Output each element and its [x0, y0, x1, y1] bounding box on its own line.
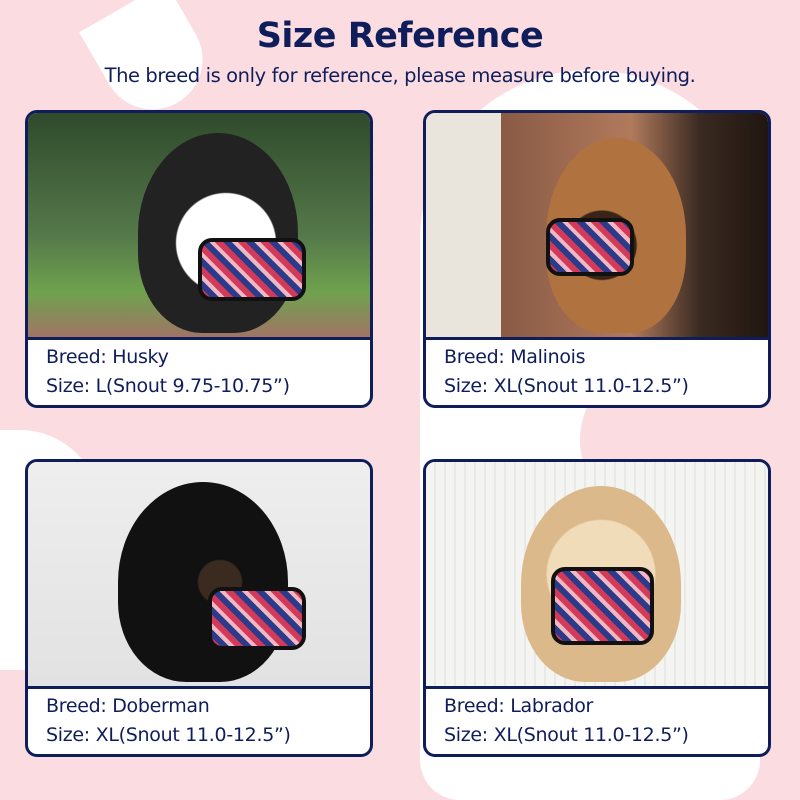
page-title: Size Reference: [256, 16, 544, 56]
card-husky: Breed: Husky Size: L(Snout 9.75-10.75”): [25, 110, 373, 408]
size-label: Size: L(Snout 9.75-10.75”): [46, 375, 290, 397]
card-doberman: Breed: Doberman Size: XL(Snout 11.0-12.5…: [25, 459, 373, 757]
page-subtitle: The breed is only for reference, please …: [104, 64, 696, 87]
breed-label: Breed: Husky: [46, 346, 169, 368]
labrador-photo: [426, 462, 768, 689]
size-label: Size: XL(Snout 11.0-12.5”): [444, 375, 689, 397]
card-labrador: Breed: Labrador Size: XL(Snout 11.0-12.5…: [423, 459, 771, 757]
breed-label: Breed: Labrador: [444, 695, 594, 717]
doberman-photo: [28, 462, 370, 689]
husky-photo: [28, 113, 370, 340]
card-malinois: Breed: Malinois Size: XL(Snout 11.0-12.5…: [423, 110, 771, 408]
malinois-photo: [426, 113, 768, 340]
size-label: Size: XL(Snout 11.0-12.5”): [444, 724, 689, 746]
breed-label: Breed: Doberman: [46, 695, 210, 717]
size-label: Size: XL(Snout 11.0-12.5”): [46, 724, 291, 746]
breed-label: Breed: Malinois: [444, 346, 586, 368]
